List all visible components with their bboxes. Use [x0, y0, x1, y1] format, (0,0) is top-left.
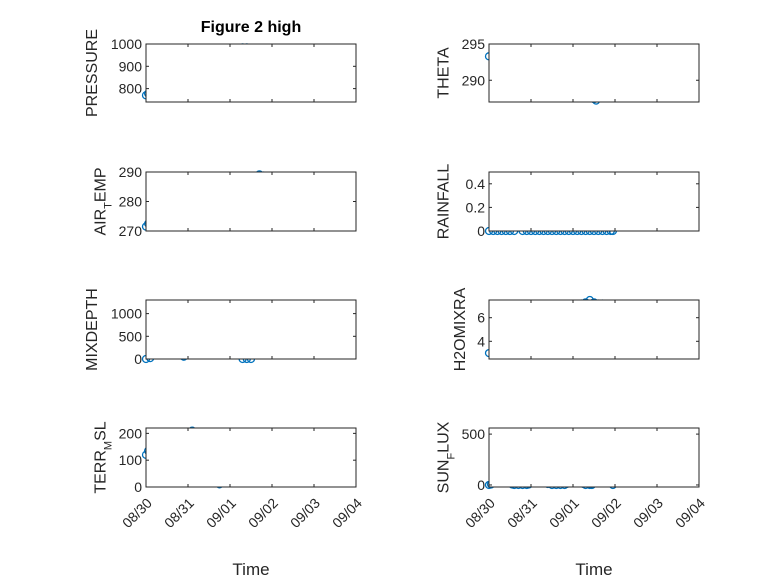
- panel-air-temp: 270 280 290 AIRTEMP: [92, 164, 357, 239]
- y-tick-label: 0: [134, 351, 142, 367]
- x-tick-label: 08/31: [504, 495, 540, 531]
- panel-mixdepth: 0 500 1000 MIXDEPTH: [84, 288, 357, 371]
- y-tick-label: 0.4: [466, 176, 486, 192]
- y-tick-label: 295: [462, 36, 486, 52]
- y-tick-label: 290: [462, 72, 486, 88]
- axes-box: [488, 43, 700, 103]
- x-tick-label: 09/03: [630, 495, 666, 531]
- y-tick-label: 900: [119, 58, 143, 74]
- axes-box: [145, 427, 357, 488]
- x-tick-label: 08/30: [119, 495, 155, 531]
- panel-theta: 290 295 THETA: [435, 36, 700, 105]
- y-axis-label-mixdepth: MIXDEPTH: [84, 288, 101, 371]
- axes-box: [145, 299, 357, 360]
- panel-terr-msl: 0 100 200 08/30 08/31 09/01 09/02 09/03 09/04 TER…: [92, 421, 365, 531]
- y-axis-label-terr-msl: TERRMSL: [92, 421, 114, 493]
- y-tick-label: 0: [134, 479, 142, 495]
- y-tick-label: 280: [119, 194, 143, 210]
- y-tick-label: 1000: [111, 306, 142, 322]
- x-tick-label: 09/01: [203, 495, 239, 531]
- axes-box: [488, 299, 700, 360]
- y-tick-label: 1000: [111, 36, 142, 52]
- y-axis-label-rainfall: RAINFALL: [435, 164, 452, 240]
- x-tick-label: 08/31: [161, 495, 197, 531]
- y-axis-label-theta: THETA: [435, 47, 452, 99]
- panel-rainfall: 0 0.2 0.4 RAINFALL: [435, 164, 700, 240]
- x-tick-label: 09/02: [245, 495, 281, 531]
- axes-box: [488, 171, 700, 232]
- y-axis-label-pressure: PRESSURE: [84, 29, 101, 117]
- panel-pressure: 800 900 1000 PRESSURE: [84, 29, 357, 117]
- y-tick-label: 0: [477, 223, 485, 239]
- axes-box: [488, 427, 700, 488]
- y-tick-label: 0: [477, 477, 485, 493]
- figure-title: Figure 2 high: [201, 19, 301, 36]
- y-axis-label-air-temp: AIRTEMP: [92, 167, 114, 235]
- y-tick-label: 6: [477, 310, 485, 326]
- y-tick-label: 4: [477, 333, 485, 349]
- y-tick-label: 270: [119, 223, 143, 239]
- x-tick-label: 09/01: [546, 495, 582, 531]
- y-tick-label: 200: [119, 425, 143, 441]
- x-tick-label: 09/04: [672, 495, 708, 531]
- panel-h2omixra: 4 6 H2OMIXRA: [452, 287, 700, 371]
- x-axis-label-left: Time: [232, 560, 269, 579]
- y-tick-label: 500: [119, 328, 143, 344]
- panel-sun-flux: 0 500 08/30 08/31 09/01 09/02 09/03 09/04 SUNFLU…: [435, 421, 708, 530]
- x-tick-label: 09/03: [287, 495, 323, 531]
- x-axis-label-right: Time: [575, 560, 612, 579]
- axes-box: [145, 171, 357, 232]
- y-tick-label: 500: [462, 426, 486, 442]
- y-axis-label-h2omixra: H2OMIXRA: [452, 287, 469, 371]
- x-tick-label: 09/04: [329, 495, 365, 531]
- y-tick-label: 290: [119, 164, 143, 180]
- y-tick-label: 100: [119, 452, 143, 468]
- y-tick-label: 0.2: [466, 199, 486, 215]
- x-tick-label: 08/30: [462, 495, 498, 531]
- x-tick-label: 09/02: [588, 495, 624, 531]
- y-tick-label: 800: [119, 81, 143, 97]
- axes-box: [145, 43, 357, 103]
- y-axis-label-sun-flux: SUNFLUX: [435, 421, 457, 493]
